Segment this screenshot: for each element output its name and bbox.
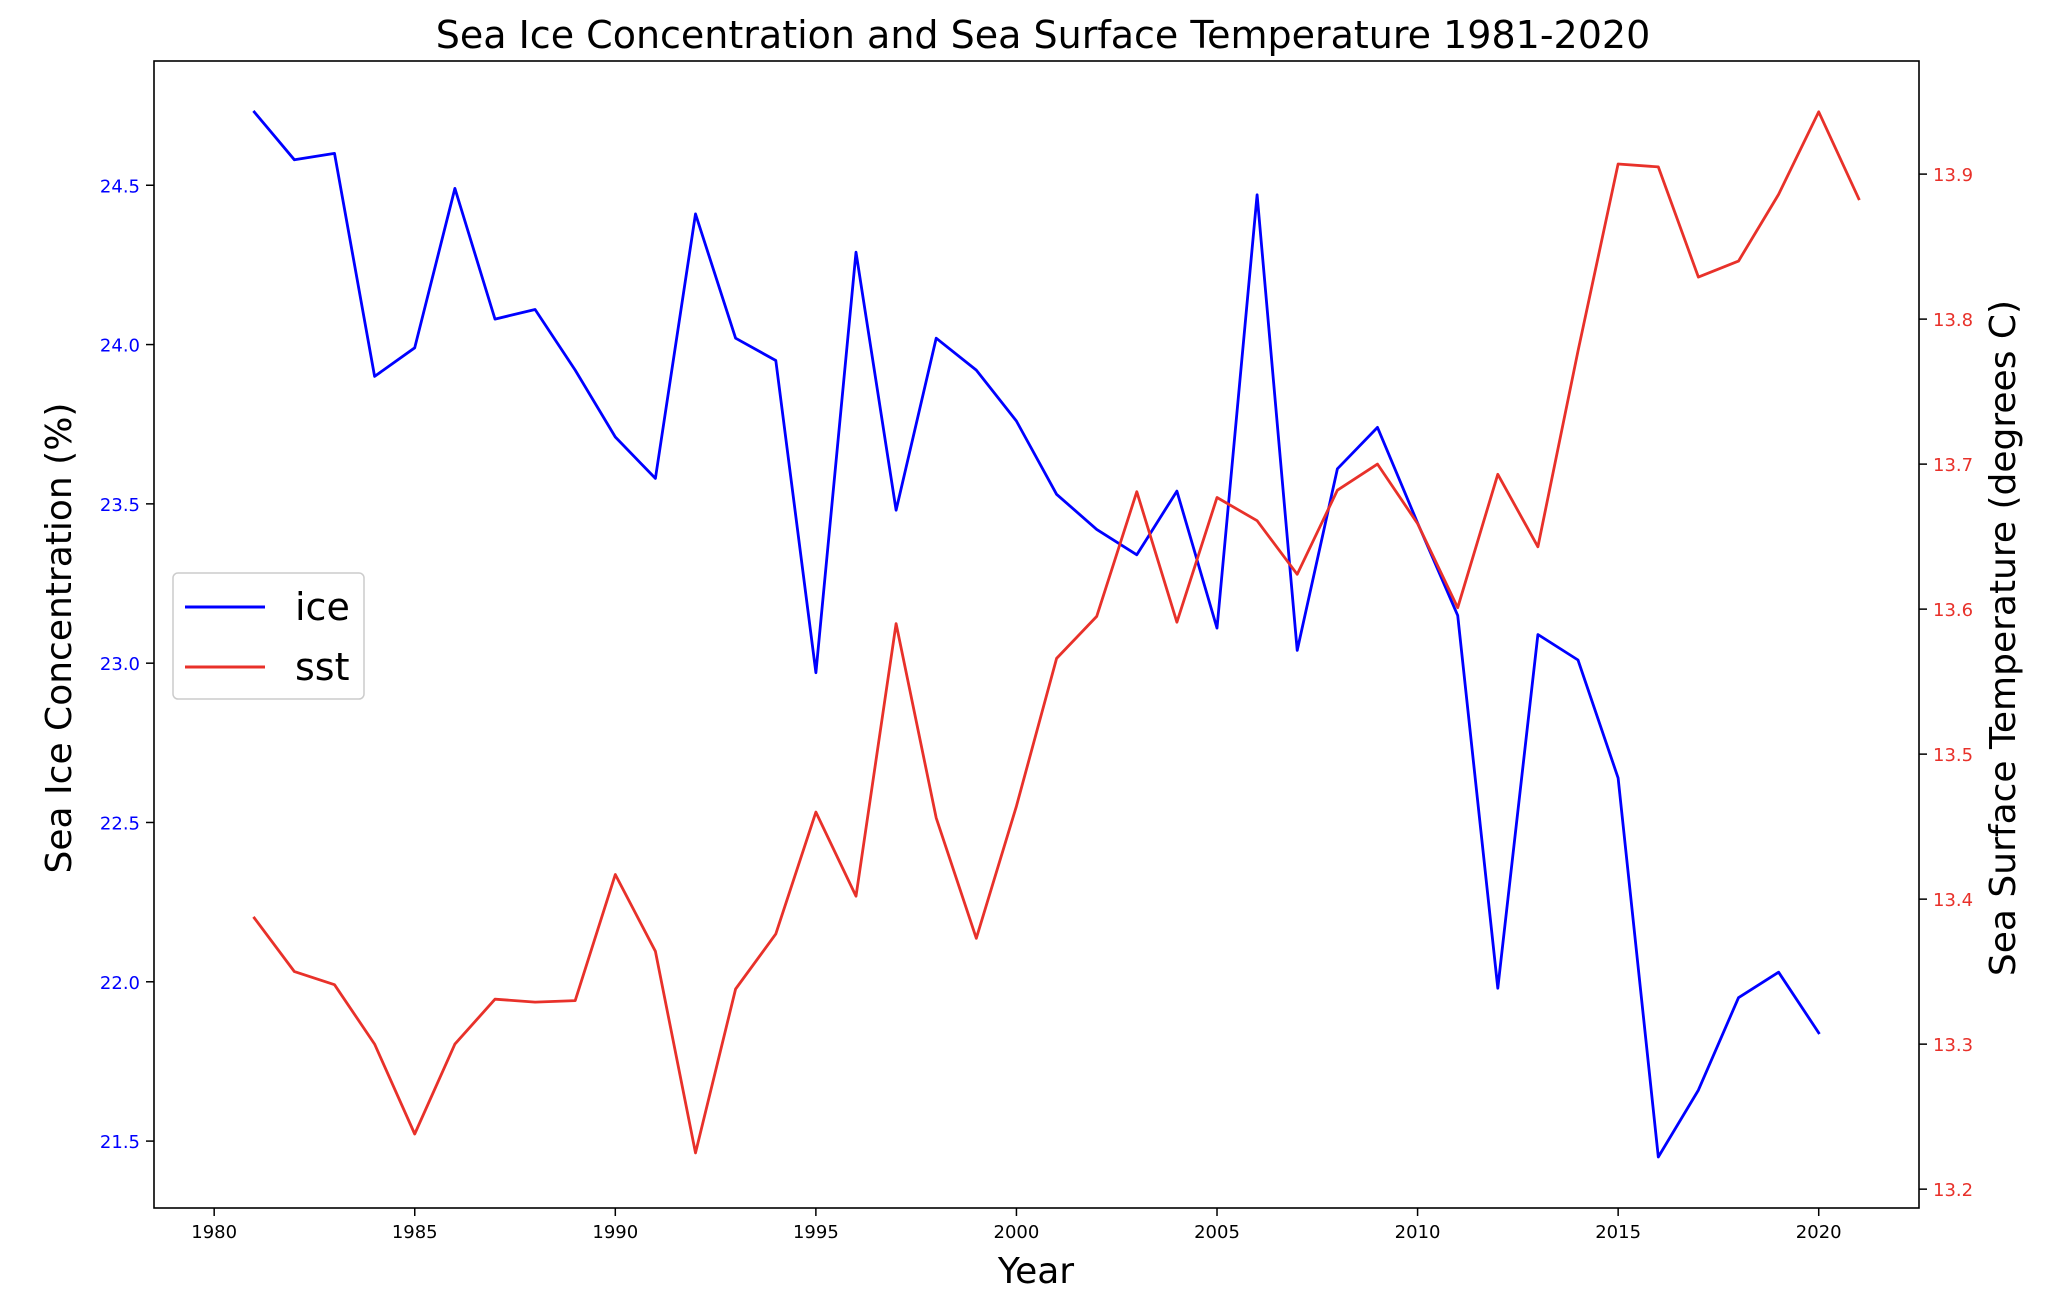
y-right-tick-label: 13.2 bbox=[1933, 1180, 1973, 1201]
x-tick-label: 1980 bbox=[191, 1222, 237, 1243]
y-left-tick-label: 24.5 bbox=[100, 176, 140, 197]
legend: ice sst bbox=[172, 572, 365, 700]
x-axis-title: Year bbox=[997, 1251, 1074, 1292]
x-tick-label: 2015 bbox=[1595, 1222, 1641, 1243]
x-tick-label: 1985 bbox=[392, 1222, 438, 1243]
y-right-tick-label: 13.4 bbox=[1933, 890, 1973, 911]
y-left-tick-label: 22.5 bbox=[100, 813, 140, 834]
series-line-ice bbox=[252, 110, 1821, 1159]
y-right-tick-label: 13.7 bbox=[1933, 455, 1973, 476]
x-tick-label: 2000 bbox=[994, 1222, 1040, 1243]
plot-frame bbox=[153, 60, 1920, 1209]
y-right-tick-label: 13.6 bbox=[1933, 600, 1973, 621]
y-axis-left-title: Sea Ice Concentration (%) bbox=[39, 403, 80, 874]
series-line-sst bbox=[252, 110, 1861, 1155]
y-right-tick-label: 13.9 bbox=[1933, 165, 1973, 186]
y-right-tick-label: 13.5 bbox=[1933, 745, 1973, 766]
x-tick-label: 2005 bbox=[1194, 1222, 1240, 1243]
x-tick-label: 1995 bbox=[793, 1222, 839, 1243]
y-axis-right-title: Sea Surface Temperature (degrees C) bbox=[1983, 300, 2024, 976]
y-right-tick-label: 13.3 bbox=[1933, 1035, 1973, 1056]
legend-label-sst: sst bbox=[295, 645, 350, 689]
x-tick-label: 1990 bbox=[592, 1222, 638, 1243]
y-left-tick-label: 21.5 bbox=[100, 1132, 140, 1153]
y-left-tick-label: 23.5 bbox=[100, 495, 140, 516]
chart-title: Sea Ice Concentration and Sea Surface Te… bbox=[436, 13, 1651, 57]
y-left-tick-label: 24.0 bbox=[100, 336, 140, 357]
y-right-tick-label: 13.8 bbox=[1933, 310, 1973, 331]
legend-label-ice: ice bbox=[295, 585, 350, 629]
x-tick-label: 2020 bbox=[1796, 1222, 1842, 1243]
y-left-tick-label: 23.0 bbox=[100, 654, 140, 675]
y-left-tick-label: 22.0 bbox=[100, 973, 140, 994]
x-tick-label: 2010 bbox=[1395, 1222, 1441, 1243]
